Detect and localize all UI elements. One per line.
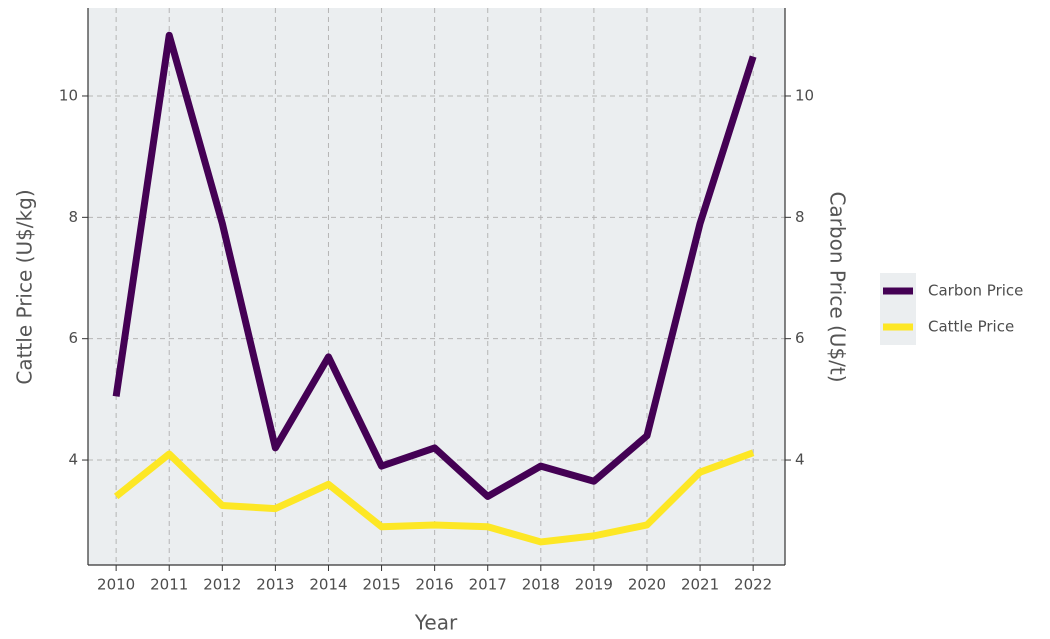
legend-label: Cattle Price — [928, 318, 1014, 336]
x-tick-label: 2017 — [469, 576, 507, 594]
x-tick-label: 2014 — [309, 576, 347, 594]
x-tick-label: 2010 — [97, 576, 135, 594]
x-tick-label: 2022 — [734, 576, 772, 594]
line — [112, 31, 757, 500]
y2-tick-label: 8 — [795, 208, 805, 226]
y-tick-label: 10 — [59, 86, 78, 104]
x-tick-label: 2015 — [362, 576, 400, 594]
line — [113, 449, 755, 546]
x-tick-label: 2012 — [203, 576, 241, 594]
x-axis-label: Year — [414, 611, 458, 635]
x-tick-label: 2016 — [416, 576, 454, 594]
x-tick-label: 2013 — [256, 576, 294, 594]
x-tick-label: 2018 — [522, 576, 560, 594]
x-tick-label: 2011 — [150, 576, 188, 594]
x-tick-label: 2020 — [628, 576, 666, 594]
x-tick-label: 2021 — [681, 576, 719, 594]
plot-background — [88, 8, 785, 565]
y2-tick-label: 10 — [795, 86, 814, 104]
y2-tick-label: 4 — [795, 451, 805, 469]
y-axis-label: Cattle Price (U$/kg) — [13, 189, 37, 384]
y-tick-label: 8 — [68, 208, 78, 226]
x-tick-label: 2019 — [575, 576, 613, 594]
y2-axis-label: Carbon Price (U$/t) — [826, 191, 850, 382]
y-tick-label: 4 — [68, 451, 78, 469]
y2-tick-label: 6 — [795, 329, 805, 347]
legend-label: Carbon Price — [928, 282, 1023, 300]
y-tick-label: 6 — [68, 329, 78, 347]
